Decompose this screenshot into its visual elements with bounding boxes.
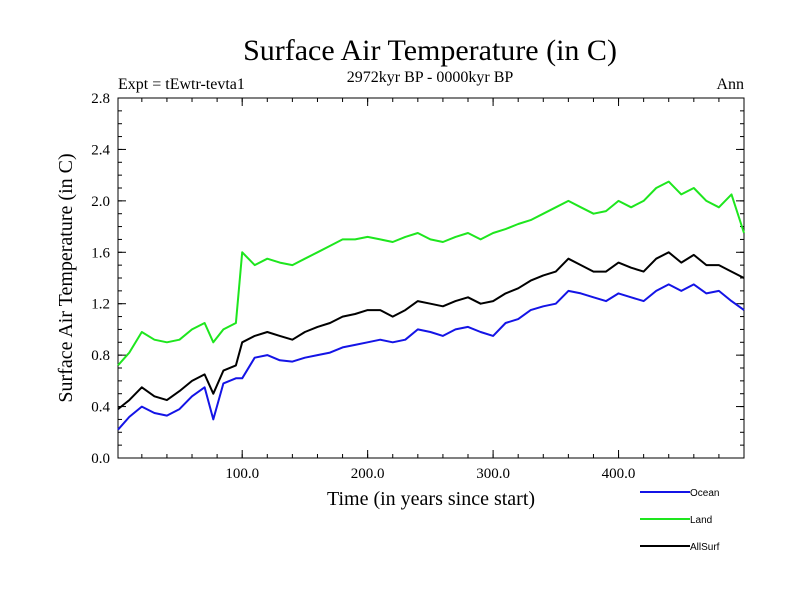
series-line-ocean <box>117 283 745 431</box>
series-line-land <box>117 180 745 367</box>
y-tick-label: 0.0 <box>91 451 110 467</box>
legend-label-allsurf: AllSurf <box>690 542 720 553</box>
y-tick-label: 2.8 <box>91 91 110 107</box>
y-axis-label: Surface Air Temperature (in C) <box>55 153 77 402</box>
y-tick-label: 2.4 <box>91 142 110 158</box>
chart-subtitle: 2972kyr BP - 0000kyr BP <box>347 69 514 86</box>
x-tick-label: 100.0 <box>225 466 259 482</box>
y-tick-label: 0.8 <box>91 348 110 364</box>
y-tick-label: 1.2 <box>91 297 110 313</box>
x-tick-label: 300.0 <box>476 466 510 482</box>
y-tick-label: 0.4 <box>91 400 110 416</box>
season-label: Ann <box>716 76 744 93</box>
chart-title: Surface Air Temperature (in C) <box>243 34 617 67</box>
series-lines <box>117 180 745 431</box>
experiment-label: Expt = tEwtr-tevta1 <box>118 76 245 93</box>
plot-frame <box>117 97 745 459</box>
legend-label-ocean: Ocean <box>690 488 719 499</box>
x-axis: 100.0 200.0 300.0 400.0 <box>141 98 720 482</box>
x-axis-label: Time (in years since start) <box>327 488 535 510</box>
y-axis: 0.0 0.4 0.8 1.2 1.6 2.0 2.4 2.8 <box>91 91 744 467</box>
legend-label-land: Land <box>690 515 712 526</box>
y-tick-label: 1.6 <box>91 245 110 261</box>
x-tick-label: 400.0 <box>602 466 636 482</box>
y-tick-label: 2.0 <box>91 194 110 210</box>
x-tick-label: 200.0 <box>351 466 385 482</box>
legend: Ocean Land AllSurf <box>640 488 720 553</box>
series-line-allsurf <box>117 251 745 410</box>
